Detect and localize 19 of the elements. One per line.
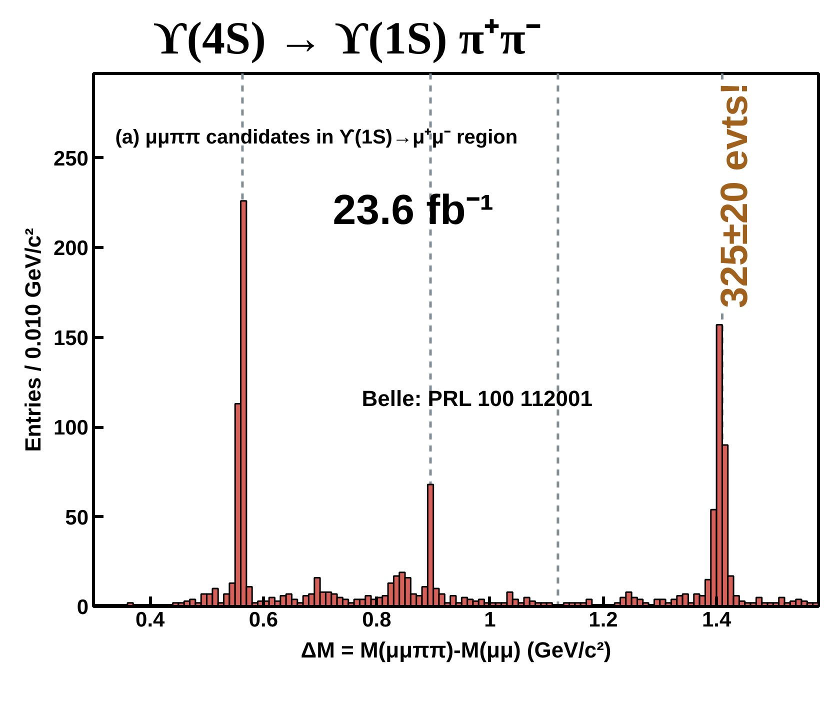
x-tick-label: 0.8 xyxy=(362,608,392,632)
x-tick-label: 1 xyxy=(484,608,496,632)
annotation: (a) μμππ candidates in ϒ(1S)→μ⁺μ⁻ region xyxy=(115,126,518,148)
y-tick-label: 0 xyxy=(76,596,89,619)
x-tick-label: 1.4 xyxy=(702,608,732,632)
x-axis-title: ΔM = M(μμππ)-M(μμ) (GeV/c²) xyxy=(300,638,612,662)
annotation: 23.6 fb⁻¹ xyxy=(332,186,494,233)
y-axis-title: Entries / 0.010 GeV/c² xyxy=(20,228,46,452)
y-tick-label: 50 xyxy=(65,506,88,530)
chart-title: ϒ(4S) → ϒ(1S) π⁺π⁻ xyxy=(154,12,542,64)
x-tick-label: 0.6 xyxy=(248,608,278,632)
x-tick-label: 1.2 xyxy=(588,608,618,632)
annotation: Belle: PRL 100 112001 xyxy=(362,386,593,412)
annotation: 325±20 evts! xyxy=(714,82,756,308)
y-tick-label: 150 xyxy=(53,326,89,350)
y-tick-label: 250 xyxy=(53,147,89,170)
y-tick-label: 100 xyxy=(53,416,89,440)
x-tick-label: 0.4 xyxy=(136,608,166,632)
y-tick-label: 200 xyxy=(53,237,89,260)
